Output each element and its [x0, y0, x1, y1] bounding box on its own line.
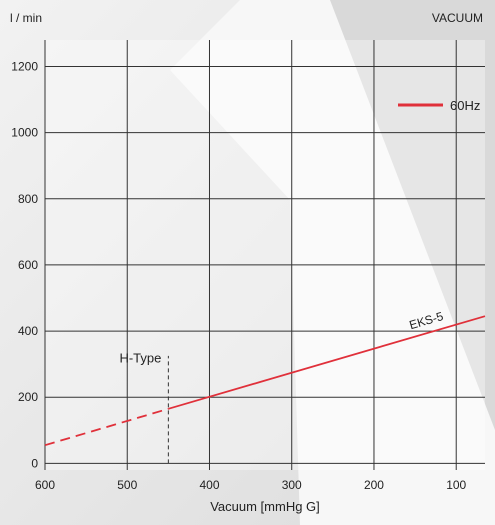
x-axis-label: Vacuum [mmHg G]	[210, 499, 320, 514]
y-tick-label-400: 400	[18, 324, 38, 338]
grid-lines	[44, 40, 485, 470]
legend: 60Hz	[398, 98, 480, 113]
series-line-eks-5	[168, 315, 486, 410]
y-tick-label-800: 800	[18, 192, 38, 206]
plot-area	[45, 40, 485, 470]
chart-title: VACUUM	[432, 11, 483, 25]
series-line-eks-5-dashed	[44, 407, 169, 447]
series-lines	[44, 315, 486, 447]
decorative-dark-shape	[330, 0, 495, 430]
x-tick-label-500: 500	[117, 478, 137, 492]
y-tick-label-200: 200	[18, 390, 38, 404]
y-tick-label-1000: 1000	[11, 126, 38, 140]
x-tick-labels: 600 500 400 300 200 100	[35, 478, 467, 492]
x-tick-label-400: 400	[199, 478, 219, 492]
y-axis-label: l / min	[10, 11, 42, 25]
y-tick-label-0: 0	[31, 456, 38, 470]
y-tick-labels: 0 200 400 600 800 1000 1200	[11, 59, 38, 470]
y-tick-label-1200: 1200	[11, 59, 38, 73]
annotation-h-type: H-Type	[119, 351, 161, 366]
y-tick-label-600: 600	[18, 258, 38, 272]
x-tick-label-100: 100	[446, 478, 466, 492]
x-tick-label-600: 600	[35, 478, 55, 492]
x-tick-label-200: 200	[364, 478, 384, 492]
legend-label-60hz: 60Hz	[450, 98, 480, 113]
x-tick-label-300: 300	[282, 478, 302, 492]
